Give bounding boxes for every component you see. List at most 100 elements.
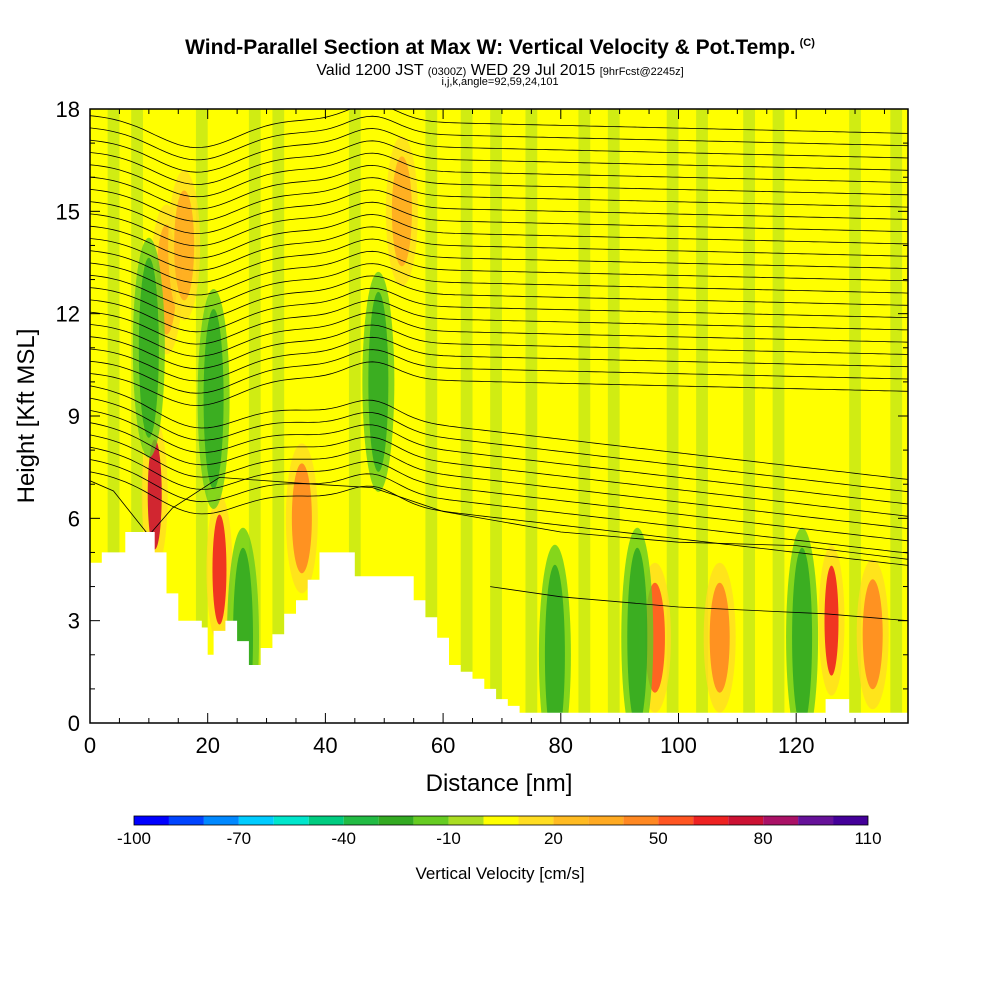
weak-sink-band: [425, 109, 438, 723]
colorbar-swatch: [448, 816, 484, 825]
theta-contour: [90, 201, 908, 247]
colorbar-swatch: [378, 816, 414, 825]
weak-sink-band: [460, 109, 473, 723]
copyright-mark: (C): [799, 37, 815, 49]
velocity-core: [174, 190, 195, 301]
colorbar-swatch: [658, 816, 694, 825]
colorbar-label: 20: [544, 829, 563, 848]
theta-contour: [90, 299, 908, 345]
colorbar-title: Vertical Velocity [cm/s]: [415, 864, 585, 883]
colorbar-swatch: [553, 816, 589, 825]
weak-sink-band: [348, 109, 361, 723]
theta-contour: [90, 214, 908, 259]
colorbar-swatch: [413, 816, 449, 825]
terrain-fill: [90, 532, 908, 723]
axes: 0 20 40 60 80 100 120 0 3 6 9 12 15 18 Distance [nm] He…: [13, 97, 908, 797]
colorbar-label: -70: [227, 829, 252, 848]
velocity-core: [792, 547, 813, 723]
velocity-core: [203, 308, 224, 489]
colorbar-label: 80: [754, 829, 773, 848]
colorbar: -100 -70 -40 -10 20 50 80 110: [117, 815, 882, 848]
theta-contour: [90, 459, 908, 554]
x-axis-label: Distance [nm]: [426, 770, 573, 797]
theta-contour: [90, 434, 908, 529]
y-tick-label: 6: [68, 506, 80, 531]
theta-contour: [90, 312, 908, 357]
chart-title: Wind-Parallel Section at Max W: Vertical…: [185, 36, 815, 59]
theta-contour: [90, 324, 908, 370]
weak-sink-band: [890, 109, 903, 723]
x-tick-label: 100: [660, 733, 697, 758]
weak-sink-band: [578, 109, 591, 723]
theta-contour: [90, 140, 908, 185]
colorbar-swatch: [308, 816, 344, 825]
colorbar-swatch: [168, 816, 204, 825]
colorbar-swatch: [483, 816, 519, 825]
colorbar-swatch: [343, 816, 379, 825]
velocity-core: [862, 579, 883, 690]
valid-time-line: Valid 1200 JST (0300Z) WED 29 Jul 2015 […: [316, 62, 684, 79]
colorbar-swatch: [273, 816, 309, 825]
y-axis-label: Height [Kft MSL]: [13, 329, 40, 504]
velocity-core: [627, 547, 648, 723]
weak-sink-band: [666, 109, 679, 723]
velocity-core: [709, 582, 730, 693]
y-tick-label: 12: [56, 302, 80, 327]
theta-contour: [90, 361, 908, 406]
velocity-core: [544, 564, 565, 723]
x-tick-label: 80: [549, 733, 573, 758]
theta-contour: [90, 226, 908, 271]
theta-contours: [90, 109, 908, 622]
colorbar-swatch: [203, 816, 239, 825]
theta-contour: [90, 287, 908, 333]
theta-contour: [90, 115, 908, 161]
theta-contour: [90, 385, 908, 480]
colorbar-label: -10: [436, 829, 461, 848]
weak-sink-band: [772, 109, 785, 723]
x-tick-label: 40: [313, 733, 337, 758]
weak-sink-band: [696, 109, 708, 723]
theta-contour: [90, 109, 908, 149]
colorbar-swatch: [728, 816, 764, 825]
colorbar-swatch: [623, 816, 659, 825]
colorbar-label: 50: [649, 829, 668, 848]
colorbar-swatch: [798, 816, 834, 825]
x-tick-label: 60: [431, 733, 455, 758]
velocity-core: [212, 514, 227, 625]
theta-contour: [90, 250, 908, 296]
colorbar-swatch: [833, 816, 868, 825]
weak-sink-band: [490, 109, 502, 723]
weak-sink-band: [607, 109, 620, 723]
theta-contour: [90, 189, 908, 235]
theta-contour: [90, 275, 908, 320]
theta-contour: [90, 128, 908, 173]
theta-contour: [90, 349, 908, 394]
y-tick-label: 9: [68, 404, 80, 429]
y-tick-label: 15: [56, 199, 80, 224]
theta-contour: [90, 336, 908, 382]
velocity-core: [147, 439, 162, 550]
colorbar-label: 110: [854, 829, 881, 848]
weak-sink-band: [272, 109, 285, 723]
theta-contour: [90, 177, 908, 222]
velocity-core: [138, 257, 159, 438]
colorbar-swatch: [763, 816, 799, 825]
theta-contour: [490, 586, 908, 622]
weak-sink-band: [743, 109, 755, 723]
theta-contour: [90, 164, 908, 210]
colorbar-swatch: [693, 816, 729, 825]
theta-contour: [90, 263, 908, 308]
theta-contour: [90, 471, 908, 566]
theta-contour: [90, 152, 908, 198]
velocity-core: [824, 565, 839, 676]
velocity-field: [90, 109, 908, 723]
theta-contour: [90, 238, 908, 284]
y-tick-label: 18: [56, 97, 80, 122]
y-tick-label: 3: [68, 609, 80, 634]
y-tick-label: 0: [68, 711, 80, 736]
theta-contour: [90, 422, 908, 517]
colorbar-swatch: [134, 816, 169, 825]
colorbar-swatch: [588, 816, 624, 825]
colorbar-swatch: [238, 816, 274, 825]
